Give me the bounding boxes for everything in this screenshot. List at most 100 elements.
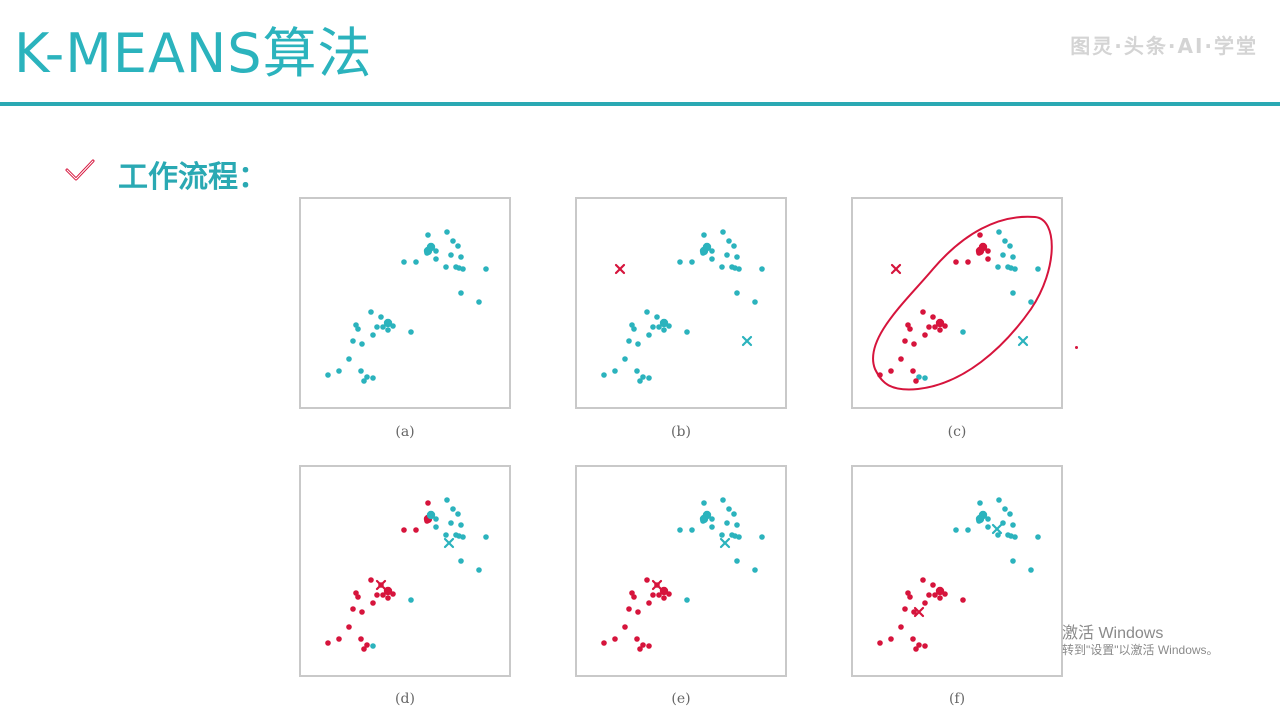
- panel-f: [851, 465, 1063, 677]
- data-point: [978, 510, 988, 520]
- centroid-teal: [719, 537, 731, 549]
- data-point: [977, 500, 983, 506]
- data-point: [1035, 534, 1041, 540]
- centroid-red: [890, 263, 902, 275]
- data-point: [458, 522, 464, 528]
- data-point: [1008, 533, 1014, 539]
- data-point: [661, 595, 667, 601]
- data-point: [1035, 266, 1041, 272]
- data-point: [408, 597, 414, 603]
- data-point: [650, 324, 656, 330]
- data-point: [996, 497, 1002, 503]
- data-point: [724, 252, 730, 258]
- data-point: [650, 592, 656, 598]
- data-point: [374, 324, 380, 330]
- data-point: [425, 500, 431, 506]
- data-point: [401, 259, 407, 265]
- data-point: [720, 497, 726, 503]
- data-point: [656, 592, 662, 598]
- data-point: [677, 527, 683, 533]
- data-point: [1028, 299, 1034, 305]
- data-point: [661, 327, 667, 333]
- data-point: [996, 229, 1002, 235]
- title-divider: [0, 102, 1280, 106]
- page-title: K-MEANS算法: [14, 22, 373, 85]
- data-point: [433, 516, 439, 522]
- data-point: [380, 324, 386, 330]
- data-point: [443, 532, 449, 538]
- data-point: [622, 356, 628, 362]
- data-point: [985, 524, 991, 530]
- data-point: [646, 332, 652, 338]
- data-point: [364, 374, 370, 380]
- data-point: [448, 252, 454, 258]
- data-point: [953, 259, 959, 265]
- data-point: [922, 643, 928, 649]
- data-point: [355, 326, 361, 332]
- scatter-plot-b: [601, 229, 765, 384]
- centroid-red: [375, 579, 387, 591]
- data-point: [1002, 506, 1008, 512]
- data-point: [626, 606, 632, 612]
- data-point: [413, 527, 419, 533]
- data-point: [368, 577, 374, 583]
- caption-e: (e): [671, 691, 691, 707]
- data-point: [644, 309, 650, 315]
- data-point: [433, 256, 439, 262]
- data-point: [455, 511, 461, 517]
- caption-f: (f): [948, 691, 966, 707]
- annotation-dot: [1075, 346, 1078, 349]
- data-point: [325, 372, 331, 378]
- data-point: [637, 646, 643, 652]
- data-point: [654, 314, 660, 320]
- data-point: [370, 332, 376, 338]
- data-point: [734, 290, 740, 296]
- data-point: [911, 609, 917, 615]
- centroid-teal: [741, 335, 753, 347]
- data-point: [995, 532, 1001, 538]
- data-point: [907, 594, 913, 600]
- data-point: [732, 265, 738, 271]
- section-label: 工作流程：: [118, 160, 268, 195]
- centroid-teal: [443, 537, 455, 549]
- data-point: [732, 533, 738, 539]
- data-point: [601, 640, 607, 646]
- data-point: [361, 378, 367, 384]
- data-point: [358, 368, 364, 374]
- data-point: [370, 600, 376, 606]
- data-point: [1010, 522, 1016, 528]
- data-point: [634, 368, 640, 374]
- data-point: [719, 532, 725, 538]
- data-point: [631, 326, 637, 332]
- data-point: [456, 265, 462, 271]
- data-point: [1002, 238, 1008, 244]
- data-point: [935, 586, 945, 596]
- data-point: [985, 516, 991, 522]
- data-point: [350, 338, 356, 344]
- scatter-plot-c: [872, 215, 1053, 391]
- data-point: [448, 520, 454, 526]
- data-point: [935, 318, 945, 328]
- data-point: [370, 643, 376, 649]
- data-point: [932, 324, 938, 330]
- data-point: [731, 243, 737, 249]
- data-point: [752, 299, 758, 305]
- data-point: [456, 533, 462, 539]
- data-point: [985, 256, 991, 262]
- data-point: [684, 597, 690, 603]
- data-point: [455, 243, 461, 249]
- panel-e: [575, 465, 787, 677]
- centroid-red: [913, 606, 925, 618]
- data-point: [644, 577, 650, 583]
- data-point: [726, 506, 732, 512]
- data-point: [877, 640, 883, 646]
- data-point: [724, 520, 730, 526]
- data-point: [631, 594, 637, 600]
- scatter-plot-a: [325, 229, 489, 384]
- caption-d: (d): [395, 691, 415, 707]
- data-point: [898, 356, 904, 362]
- data-point: [701, 232, 707, 238]
- data-point: [458, 558, 464, 564]
- data-point: [684, 329, 690, 335]
- data-point: [637, 378, 643, 384]
